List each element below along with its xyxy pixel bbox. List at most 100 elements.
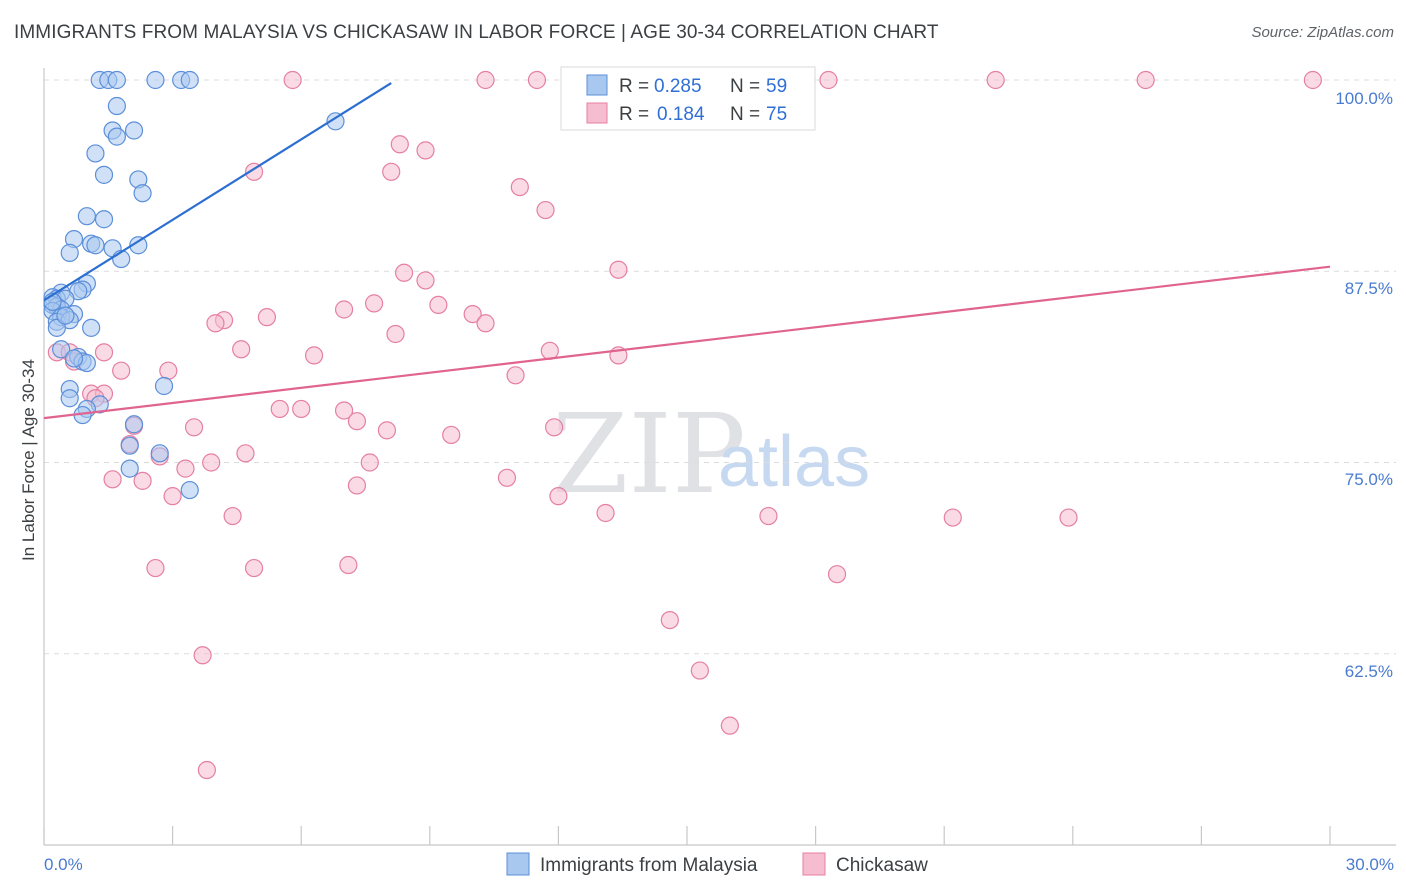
chickasaw-point-31 bbox=[94, 343, 114, 362]
chickasaw-point-44 bbox=[184, 418, 204, 437]
legend-n-value-malaysia: 59 bbox=[766, 76, 787, 97]
bottom-legend-swatch-malaysia bbox=[506, 852, 530, 876]
legend-r-label-chickasaw: R = bbox=[619, 104, 649, 125]
malaysia-point-6 bbox=[326, 112, 345, 131]
malaysia-point-54 bbox=[120, 459, 139, 478]
legend-r-value-chickasaw: 0.184 bbox=[657, 104, 705, 125]
malaysia-point-51 bbox=[124, 415, 144, 434]
chickasaw-point-2 bbox=[527, 70, 547, 90]
series-malaysia-points bbox=[43, 70, 345, 500]
chickasaw-point-10 bbox=[244, 162, 264, 181]
malaysia-point-7 bbox=[107, 96, 126, 116]
malaysia-point-16 bbox=[94, 210, 114, 229]
chickasaw-point-6 bbox=[1136, 70, 1155, 90]
trendline-malaysia bbox=[43, 82, 392, 302]
legend-swatch-malaysia bbox=[586, 74, 608, 96]
chickasaw-point-15 bbox=[609, 260, 628, 279]
malaysia-point-10 bbox=[107, 127, 126, 146]
chickasaw-point-60 bbox=[223, 506, 242, 526]
legend-n-label-malaysia: N = bbox=[730, 76, 760, 97]
chickasaw-point-72 bbox=[720, 716, 739, 735]
malaysia-point-2 bbox=[107, 70, 126, 90]
chickasaw-point-40 bbox=[292, 399, 311, 419]
chickasaw-point-33 bbox=[112, 361, 131, 380]
chickasaw-point-24 bbox=[386, 324, 405, 344]
chickasaw-point-54 bbox=[103, 470, 122, 489]
chickasaw-point-71 bbox=[690, 661, 709, 680]
x-tick-label-30: 30.0% bbox=[1346, 855, 1394, 874]
malaysia-point-19 bbox=[86, 236, 105, 255]
chickasaw-point-4 bbox=[819, 70, 838, 90]
chickasaw-point-22 bbox=[463, 304, 482, 324]
chickasaw-point-25 bbox=[232, 340, 251, 359]
x-tick-label-0: 0.0% bbox=[44, 855, 83, 874]
chickasaw-point-59 bbox=[549, 487, 568, 506]
chickasaw-point-23 bbox=[476, 314, 495, 333]
chickasaw-point-69 bbox=[660, 610, 679, 630]
malaysia-point-58 bbox=[64, 349, 84, 368]
chickasaw-point-45 bbox=[377, 421, 397, 440]
chickasaw-point-65 bbox=[146, 558, 165, 578]
chickasaw-point-14 bbox=[394, 263, 414, 282]
malaysia-point-23 bbox=[60, 243, 79, 262]
malaysia-point-52 bbox=[120, 436, 139, 455]
y-axis-title: In Labor Force | Age 30-34 bbox=[19, 359, 38, 561]
chickasaw-point-68 bbox=[827, 565, 847, 584]
chickasaw-point-74 bbox=[206, 314, 225, 333]
chickasaw-point-16 bbox=[416, 271, 435, 290]
chickasaw-point-5 bbox=[986, 70, 1005, 90]
y-tick-label-1: 75.0% bbox=[1345, 470, 1393, 489]
legend-swatch-chickasaw bbox=[586, 102, 608, 124]
chickasaw-point-47 bbox=[442, 425, 461, 445]
chickasaw-point-46 bbox=[545, 418, 564, 437]
chickasaw-point-56 bbox=[347, 476, 367, 495]
legend-n-value-chickasaw: 75 bbox=[766, 104, 787, 125]
chickasaw-point-70 bbox=[193, 646, 212, 665]
source-credit: Source: ZipAtlas.com bbox=[1251, 24, 1394, 41]
malaysia-point-5 bbox=[180, 70, 199, 90]
chickasaw-point-53 bbox=[360, 453, 379, 472]
chickasaw-point-8 bbox=[390, 135, 409, 154]
chickasaw-point-41 bbox=[334, 401, 354, 420]
chickasaw-point-1 bbox=[476, 70, 495, 90]
malaysia-point-57 bbox=[56, 306, 75, 325]
chickasaw-point-18 bbox=[364, 294, 384, 313]
stats-legend: R = 0.285 N = 59 R = 0.184 N = 75 bbox=[560, 66, 816, 131]
malaysia-point-8 bbox=[124, 121, 144, 140]
chickasaw-point-7 bbox=[1303, 70, 1322, 90]
malaysia-point-14 bbox=[133, 184, 152, 203]
legend-r-label-malaysia: R = bbox=[619, 76, 649, 97]
chickasaw-point-39 bbox=[270, 399, 289, 419]
legend-r-value-malaysia: 0.285 bbox=[654, 76, 702, 97]
malaysia-point-55 bbox=[180, 480, 199, 500]
malaysia-point-21 bbox=[129, 236, 148, 255]
chickasaw-point-11 bbox=[382, 162, 401, 181]
malaysia-point-41 bbox=[52, 340, 71, 359]
bottom-legend-label-malaysia: Immigrants from Malaysia bbox=[540, 855, 758, 876]
chart-title: IMMIGRANTS FROM MALAYSIA VS CHICKASAW IN… bbox=[14, 22, 939, 43]
malaysia-point-3 bbox=[146, 70, 165, 90]
chickasaw-point-21 bbox=[257, 308, 277, 327]
chickasaw-point-13 bbox=[536, 200, 555, 220]
chickasaw-point-0 bbox=[283, 70, 302, 90]
chickasaw-point-52 bbox=[202, 453, 221, 472]
chickasaw-point-62 bbox=[759, 506, 778, 526]
chickasaw-point-67 bbox=[339, 555, 358, 575]
chickasaw-point-19 bbox=[429, 295, 448, 315]
chickasaw-point-64 bbox=[1059, 508, 1078, 527]
chickasaw-point-73 bbox=[197, 760, 216, 780]
trendline-chickasaw bbox=[43, 265, 1331, 420]
chickasaw-point-55 bbox=[133, 471, 152, 490]
malaysia-point-11 bbox=[86, 144, 105, 163]
chickasaw-point-17 bbox=[334, 300, 354, 319]
x-axis-ticks bbox=[43, 826, 1331, 845]
chickasaw-point-51 bbox=[176, 459, 195, 478]
malaysia-point-47 bbox=[60, 389, 79, 408]
chickasaw-point-9 bbox=[416, 141, 435, 160]
chickasaw-point-12 bbox=[510, 178, 529, 197]
bottom-legend-swatch-chickasaw bbox=[802, 852, 826, 876]
chickasaw-point-26 bbox=[304, 346, 324, 365]
malaysia-point-53 bbox=[150, 444, 169, 463]
y-tick-label-3: 100.0% bbox=[1335, 89, 1393, 108]
